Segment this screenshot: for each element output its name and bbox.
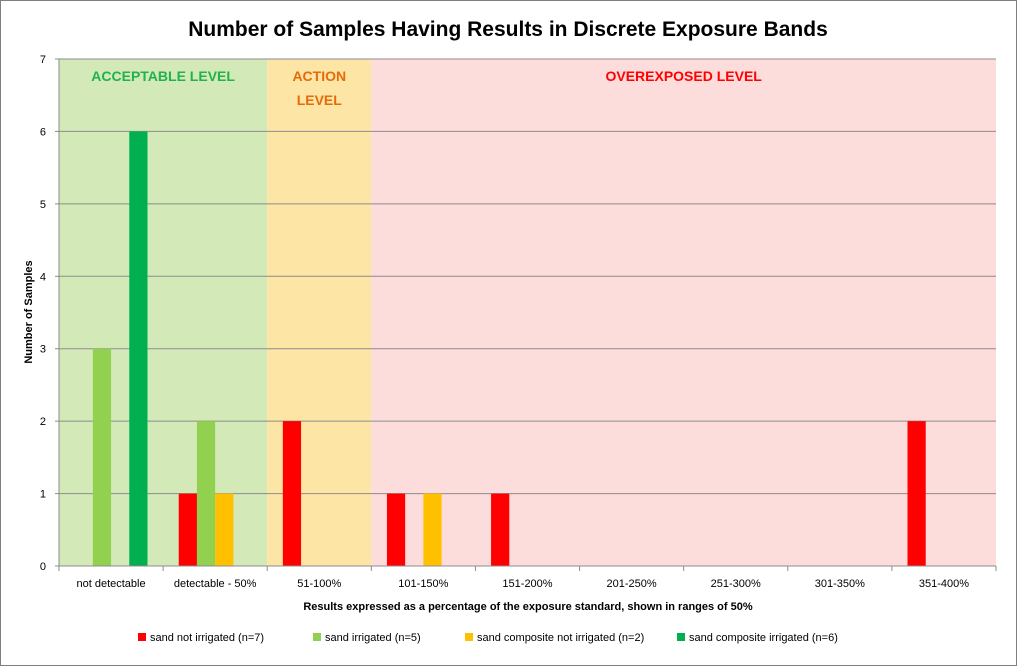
x-tick-label: 151-200% — [502, 578, 552, 590]
band-label-2: OVEREXPOSED LEVEL — [605, 68, 762, 84]
y-tick-label: 5 — [40, 199, 46, 211]
legend: sand not irrigated (n=7) sand irrigated (… — [138, 632, 838, 644]
legend-label: sand composite irrigated (n=6) — [689, 632, 838, 644]
x-tick-label: 351-400% — [919, 578, 969, 590]
legend-swatch — [465, 633, 473, 641]
band-label-0: ACCEPTABLE LEVEL — [91, 68, 235, 84]
x-tick-label: detectable - 50% — [174, 578, 257, 590]
y-tick-label: 6 — [40, 126, 46, 138]
y-tick-label: 1 — [40, 489, 46, 501]
bar — [196, 421, 216, 566]
bar — [129, 131, 148, 566]
x-tick-label: 301-350% — [815, 578, 865, 590]
legend-label: sand not irrigated (n=7) — [150, 632, 264, 644]
x-axis-label: Results expressed as a percentage of the… — [303, 601, 753, 613]
band-0 — [59, 59, 268, 566]
band-label-1: ACTION — [292, 68, 346, 84]
bar — [386, 493, 406, 566]
x-tick-label: 201-250% — [607, 578, 657, 590]
band-2 — [371, 59, 996, 566]
y-tick-label: 3 — [40, 344, 46, 356]
bar — [282, 421, 302, 566]
y-tick-label: 7 — [40, 54, 46, 66]
x-tick-label: 51-100% — [297, 578, 341, 590]
x-tick-label: not detectable — [76, 578, 145, 590]
y-tick-label: 4 — [40, 271, 46, 283]
legend-swatch — [138, 633, 146, 641]
bar — [92, 348, 112, 566]
bar — [491, 493, 510, 566]
band-label-1: LEVEL — [297, 92, 343, 108]
x-tick-label: 251-300% — [711, 578, 761, 590]
bar — [423, 493, 442, 566]
bar — [907, 421, 926, 566]
bar — [178, 493, 197, 566]
bar — [215, 493, 234, 566]
legend-swatch — [677, 633, 685, 641]
bars — [92, 131, 926, 566]
chart-title: Number of Samples Having Results in Disc… — [188, 18, 828, 41]
legend-swatch — [313, 633, 321, 641]
y-axis-label: Number of Samples — [23, 260, 35, 363]
axes: 0 1 2 3 4 5 6 7 not detectable detectable - 50% 51… — [40, 54, 997, 590]
band-labels: ACCEPTABLE LEVEL ACTION LEVEL OVEREXPOSED L… — [91, 68, 762, 108]
legend-label: sand composite not irrigated (n=2) — [477, 632, 644, 644]
y-tick-label: 2 — [40, 416, 46, 428]
x-tick-label: 101-150% — [398, 578, 448, 590]
legend-label: sand irrigated (n=5) — [325, 632, 421, 644]
y-tick-label: 0 — [40, 561, 46, 573]
